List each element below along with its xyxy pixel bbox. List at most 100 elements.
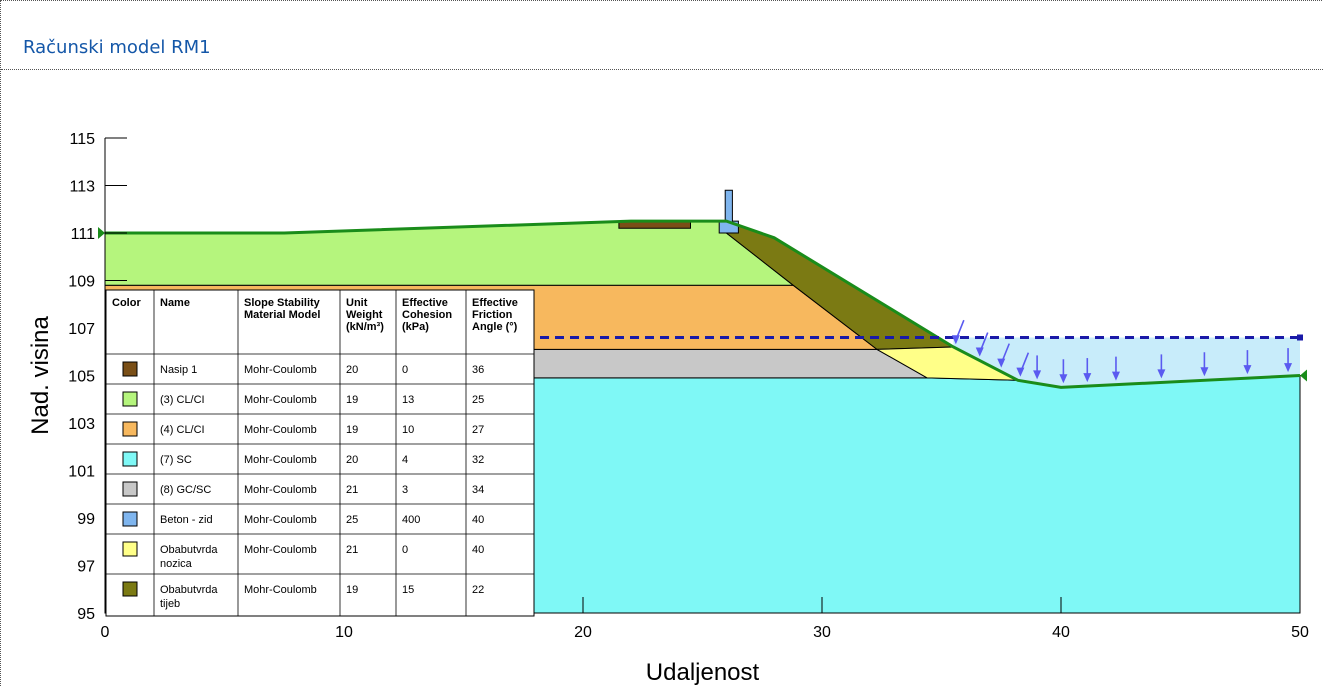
- water-level-marker: [1297, 334, 1303, 341]
- legend-friction-angle: 22: [472, 584, 484, 596]
- legend-friction-angle: 36: [472, 364, 484, 376]
- legend-row: (3) CL/CI Mohr-Coulomb 19 13 25: [122, 391, 484, 407]
- legend-row: (7) SC Mohr-Coulomb 20 4 32: [122, 451, 484, 467]
- y-tick-label: 101: [68, 464, 95, 481]
- legend-unit-weight: 20: [346, 364, 358, 376]
- legend-header-slope-stability-material: Slope Stability Material Model: [244, 297, 321, 321]
- legend-unit-weight: 19: [346, 424, 358, 436]
- legend-material-model: Mohr-Coulomb: [244, 514, 317, 526]
- legend-unit-weight: 21: [346, 484, 358, 496]
- legend-unit-weight: 25: [346, 514, 358, 526]
- legend-cohesion: 10: [402, 424, 414, 436]
- x-tick-label: 10: [335, 624, 353, 641]
- legend-material-name: (4) CL/CI: [160, 424, 205, 436]
- legend-cohesion: 4: [402, 454, 408, 466]
- load-arrow: [951, 319, 965, 345]
- legend-material-name: Nasip 1: [160, 364, 197, 376]
- legend-material-model: Mohr-Coulomb: [244, 544, 317, 556]
- right-boundary-marker: [1300, 369, 1307, 382]
- legend-material-name: Beton - zid: [160, 514, 213, 526]
- y-tick-label: 109: [68, 274, 95, 291]
- legend-friction-angle: 27: [472, 424, 484, 436]
- legend-friction-angle: 40: [472, 544, 484, 556]
- legend-material-name: (7) SC: [160, 454, 192, 466]
- load-arrow: [1200, 352, 1209, 377]
- legend-color-swatch: [122, 421, 138, 437]
- legend-material-name: Obabutvrda nozica: [160, 544, 218, 570]
- legend-cohesion: 0: [402, 544, 408, 556]
- legend-material-model: Mohr-Coulomb: [244, 584, 317, 596]
- legend-cohesion: 3: [402, 484, 408, 496]
- legend-friction-angle: 34: [472, 484, 484, 496]
- legend-header-effective-cohesion-kpa: Effective Cohesion (kPa): [402, 297, 452, 333]
- ground-surface-line: [105, 219, 1301, 389]
- legend-unit-weight: 21: [346, 544, 358, 556]
- legend-color-swatch: [122, 391, 138, 407]
- load-arrow: [1284, 348, 1293, 373]
- legend-color-swatch: [122, 481, 138, 497]
- region-3-cl-ci: [104, 220, 795, 286]
- legend-row: Nasip 1 Mohr-Coulomb 20 0 36: [122, 361, 484, 377]
- legend-header-name: Name: [160, 297, 190, 309]
- legend-header-color: Color: [112, 297, 141, 309]
- load-arrow: [1033, 355, 1042, 380]
- legend-header-unit-weight-kn-m: Unit Weight (kN/m³): [346, 297, 384, 333]
- legend-cohesion: 0: [402, 364, 408, 376]
- x-tick-label: 0: [101, 624, 110, 641]
- load-arrow: [1111, 356, 1120, 381]
- x-axis-title: Udaljenost: [646, 659, 760, 686]
- legend-material-name: (8) GC/SC: [160, 484, 211, 496]
- y-tick-label: 111: [71, 226, 95, 243]
- load-arrows: [951, 319, 1293, 384]
- region-water: [953, 337, 1300, 388]
- legend-table-background: [105, 289, 535, 617]
- legend-friction-angle: 25: [472, 394, 484, 406]
- legend-unit-weight: 20: [346, 454, 358, 466]
- legend-color-swatch: [122, 361, 138, 377]
- legend-row: Beton - zid Mohr-Coulomb 25 400 40: [122, 511, 484, 527]
- legend-color-swatch: [122, 511, 138, 527]
- load-arrow: [1083, 358, 1092, 383]
- legend-color-swatch: [122, 451, 138, 467]
- legend-row: (8) GC/SC Mohr-Coulomb 21 3 34: [122, 481, 484, 497]
- y-tick-label: 97: [77, 559, 95, 576]
- title-divider: [1, 69, 1323, 70]
- x-tick-label: 40: [1052, 624, 1070, 641]
- legend-friction-angle: 32: [472, 454, 484, 466]
- x-tick-label: 20: [574, 624, 592, 641]
- legend-material-name: Obabutvrda tijeb: [160, 584, 218, 610]
- legend-cohesion: 400: [402, 514, 420, 526]
- legend-material-name: (3) CL/CI: [160, 394, 205, 406]
- panel-title: Računski model RM1: [23, 37, 211, 58]
- legend-header-effective-friction-angle: Effective Friction Angle (°): [472, 297, 518, 333]
- legend-material-model: Mohr-Coulomb: [244, 454, 317, 466]
- legend-row: Obabutvrda tijeb Mohr-Coulomb 19 15 22: [122, 581, 484, 610]
- y-tick-label: 103: [68, 416, 95, 433]
- x-tick-label: 30: [813, 624, 831, 641]
- load-arrow: [1016, 352, 1030, 377]
- legend-friction-angle: 40: [472, 514, 484, 526]
- structure-outlines: [98, 219, 1307, 389]
- y-tick-label: 99: [77, 511, 95, 528]
- y-axis-title: Nad. visina: [27, 315, 54, 434]
- load-arrow: [997, 343, 1010, 368]
- y-tick-label: 95: [77, 606, 95, 623]
- legend-material-model: Mohr-Coulomb: [244, 394, 317, 406]
- legend-material-model: Mohr-Coulomb: [244, 364, 317, 376]
- legend-color-swatch: [122, 541, 138, 557]
- load-arrow: [1157, 354, 1166, 379]
- region-beton-zid: [718, 189, 739, 234]
- legend-cohesion: 15: [402, 584, 414, 596]
- legend-row: (4) CL/CI Mohr-Coulomb 19 10 27: [122, 421, 484, 437]
- load-arrow: [1059, 359, 1068, 384]
- left-boundary-marker: [98, 227, 105, 239]
- legend-unit-weight: 19: [346, 584, 358, 596]
- y-tick-label: 115: [69, 131, 95, 148]
- legend-cohesion: 13: [402, 394, 414, 406]
- y-tick-label: 113: [69, 179, 95, 196]
- legend-material-model: Mohr-Coulomb: [244, 424, 317, 436]
- legend-row: Obabutvrda nozica Mohr-Coulomb 21 0 40: [122, 541, 484, 570]
- legend-unit-weight: 19: [346, 394, 358, 406]
